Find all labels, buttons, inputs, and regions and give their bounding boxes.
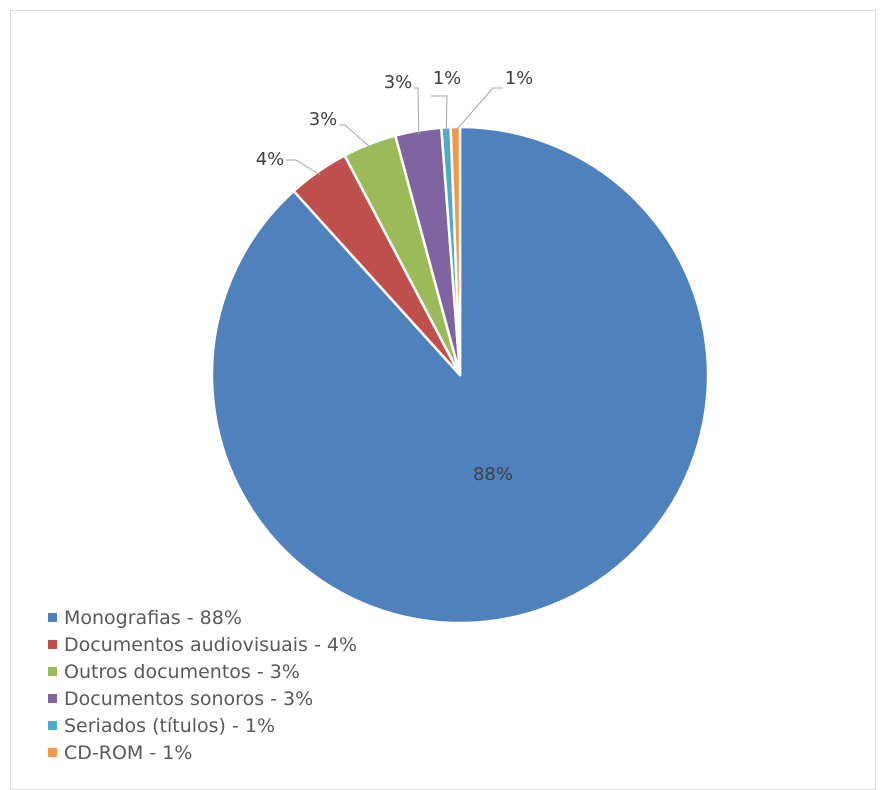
pie-slices [210, 125, 710, 625]
data-label-2: 4% [256, 149, 285, 170]
legend-item-3: Outros documentos - 3% [48, 658, 357, 685]
legend-label: Monografias - 88% [64, 606, 242, 629]
legend-swatch-icon [48, 640, 57, 649]
data-label-6: 1% [505, 68, 534, 89]
legend-label: Documentos sonoros - 3% [64, 687, 314, 710]
legend-swatch-icon [48, 721, 57, 730]
legend-item-4: Documentos sonoros - 3% [48, 685, 357, 712]
legend-item-2: Documentos audiovisuais - 4% [48, 631, 357, 658]
legend-item-1: Monografias - 88% [48, 604, 357, 631]
leader-line-5 [431, 95, 448, 132]
data-label-3: 3% [309, 109, 338, 130]
pie-slice-1 [210, 125, 710, 625]
leader-line-3 [339, 124, 372, 149]
legend-label: Outros documentos - 3% [64, 660, 300, 683]
leader-line-4 [414, 87, 420, 135]
legend-swatch-icon [48, 613, 57, 622]
legend-label: Seriados (títulos) - 1% [64, 714, 276, 737]
leader-lines [286, 87, 503, 176]
legend-swatch-icon [48, 667, 57, 676]
data-labels: 88% 4% 3% 3% 1% 1% [256, 68, 534, 485]
data-label-1: 88% [473, 464, 513, 485]
leader-line-2 [286, 159, 321, 176]
legend-label: Documentos audiovisuais - 4% [64, 633, 358, 656]
data-label-4: 3% [384, 72, 413, 93]
legend-swatch-icon [48, 748, 57, 757]
pie-slice-6 [449, 125, 462, 377]
data-label-5: 1% [433, 68, 462, 89]
legend-item-5: Seriados (títulos) - 1% [48, 712, 357, 739]
legend-swatch-icon [48, 694, 57, 703]
legend-item-6: CD-ROM - 1% [48, 739, 357, 766]
leader-line-6 [455, 87, 503, 132]
legend-label: CD-ROM - 1% [64, 741, 193, 764]
chart-legend: Monografias - 88% Documentos audiovisuais… [48, 604, 357, 766]
